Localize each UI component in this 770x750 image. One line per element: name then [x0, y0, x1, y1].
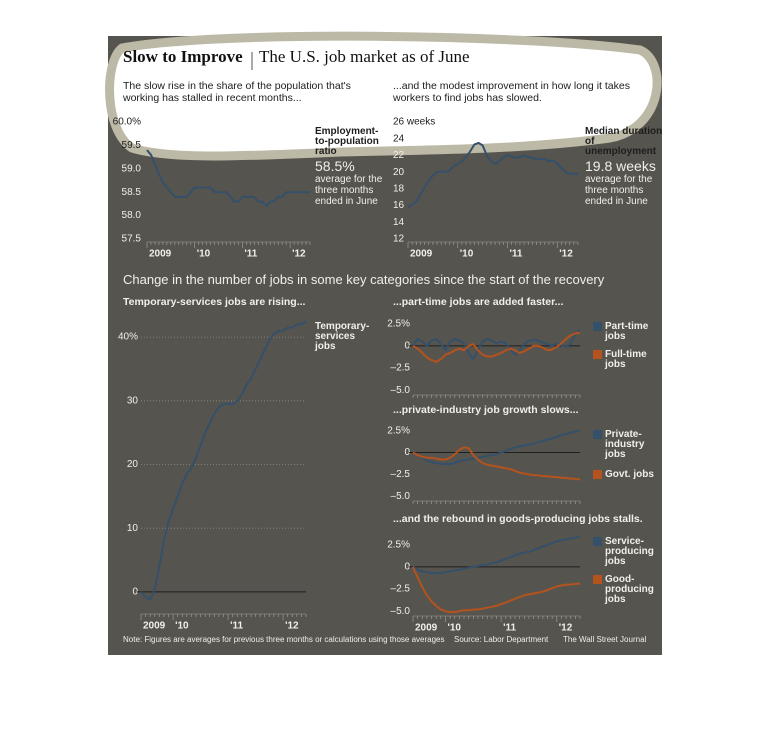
y-tick-label: 18 — [393, 183, 405, 194]
legend-swatch — [593, 470, 602, 479]
legend-label: Part-time jobs — [605, 321, 649, 342]
x-tick-label: '11 — [230, 621, 243, 632]
series-label: Median duration of unemployment — [585, 126, 663, 157]
chart-title: ...part-time jobs are added faster... — [393, 296, 564, 308]
callout-value: 19.8 weeks — [585, 158, 656, 174]
y-tick-label: –5.0 — [391, 491, 411, 502]
y-tick-label: 0 — [404, 341, 410, 352]
x-tick-label: '12 — [559, 623, 573, 634]
legend-swatch — [593, 430, 602, 439]
legend-swatch — [593, 322, 602, 331]
legend-swatch — [593, 350, 602, 359]
legend-label: Govt. jobs — [605, 469, 654, 480]
series-line — [412, 446, 581, 481]
chart-title: The slow rise in the share of the popula… — [123, 80, 351, 104]
y-tick-label: 0 — [132, 587, 138, 598]
series-label: Employment-to-population ratio — [315, 126, 379, 157]
y-tick-label: 57.5 — [122, 234, 142, 245]
y-tick-label: 10 — [127, 523, 139, 534]
y-tick-label: 0 — [404, 562, 410, 573]
section-title: Change in the number of jobs in some key… — [123, 272, 605, 287]
series-line — [412, 429, 581, 465]
page-subtitle: The U.S. job market as of June — [259, 47, 470, 66]
series-line — [412, 329, 581, 361]
y-tick-label: 60.0% — [113, 117, 141, 128]
x-tick-label: 2009 — [410, 249, 433, 260]
x-tick-label: '12 — [292, 249, 306, 260]
y-tick-label: 2.5% — [387, 539, 410, 550]
series-line — [412, 535, 581, 575]
y-tick-label: 58.5 — [122, 187, 142, 198]
legend-label: Service-producing jobs — [605, 536, 654, 567]
x-tick-label: '10 — [197, 249, 211, 260]
chart-title: ...private-industry job growth slows... — [393, 404, 579, 416]
legend-label: Good-producing jobs — [605, 574, 654, 605]
chart-title: ...and the rebound in goods-producing jo… — [393, 513, 643, 525]
y-tick-label: 2.5% — [387, 318, 410, 329]
series-callout: Employment-to-population ratio 58.5% avera… — [315, 126, 383, 208]
y-tick-label: 26 weeks — [393, 117, 435, 128]
x-tick-label: '11 — [510, 249, 523, 260]
y-tick-label: 12 — [393, 234, 405, 245]
y-tick-label: 16 — [393, 200, 405, 211]
y-tick-label: –2.5 — [391, 469, 411, 480]
y-tick-label: 2.5% — [387, 425, 410, 436]
footnote: Note: Figures are averages for previous … — [123, 635, 445, 644]
series-line — [412, 331, 581, 363]
y-tick-label: 20 — [127, 459, 139, 470]
x-tick-label: 2009 — [143, 621, 166, 632]
y-tick-label: 40% — [118, 332, 138, 343]
chart-title: ...and the modest improvement in how lon… — [393, 80, 630, 104]
page-title: Slow to Improve — [123, 47, 243, 66]
y-tick-label: 20 — [393, 167, 405, 178]
legend-label: Private-industry jobs — [605, 429, 645, 460]
x-tick-label: '12 — [559, 249, 573, 260]
x-tick-label: '11 — [244, 249, 257, 260]
series-callout: Median duration of unemployment 19.8 week… — [585, 126, 663, 208]
x-tick-label: '10 — [460, 249, 474, 260]
y-tick-label: 30 — [127, 395, 139, 406]
y-tick-label: 0 — [404, 447, 410, 458]
x-tick-label: '10 — [175, 621, 189, 632]
source: Source: Labor Department — [454, 635, 549, 644]
y-tick-label: –5.0 — [391, 606, 411, 617]
series-callout: Temporary-services jobs — [315, 322, 377, 352]
y-tick-label: –2.5 — [391, 584, 411, 595]
y-tick-label: 58.0 — [122, 210, 142, 221]
x-tick-label: 2009 — [149, 249, 172, 260]
series-line — [407, 141, 578, 209]
y-tick-label: 24 — [393, 133, 405, 144]
series-label: Temporary-services jobs — [315, 321, 370, 352]
x-tick-label: '11 — [503, 623, 516, 634]
y-tick-label: 14 — [393, 217, 405, 228]
series-line — [146, 149, 310, 208]
highlight-blob — [105, 31, 662, 161]
chart-title: Temporary-services jobs are rising... — [123, 296, 306, 308]
callout-note: average for the three months ended in Ju… — [585, 174, 653, 207]
legend-swatch — [593, 575, 602, 584]
x-tick-label: '12 — [285, 621, 299, 632]
x-tick-label: '10 — [447, 623, 461, 634]
credit: The Wall Street Journal — [563, 635, 647, 644]
callout-value: 58.5% — [315, 158, 355, 174]
x-tick-label: 2009 — [415, 623, 438, 634]
series-line — [140, 320, 307, 601]
y-tick-label: 59.5 — [122, 140, 142, 151]
series-line — [412, 566, 580, 614]
y-tick-label: –5.0 — [391, 385, 411, 396]
y-tick-label: 59.0 — [122, 163, 142, 174]
legend-swatch — [593, 537, 602, 546]
y-tick-label: –2.5 — [391, 363, 411, 374]
legend-label: Full-time jobs — [605, 349, 647, 370]
callout-note: average for the three months ended in Ju… — [315, 174, 383, 207]
y-tick-label: 22 — [393, 150, 405, 161]
